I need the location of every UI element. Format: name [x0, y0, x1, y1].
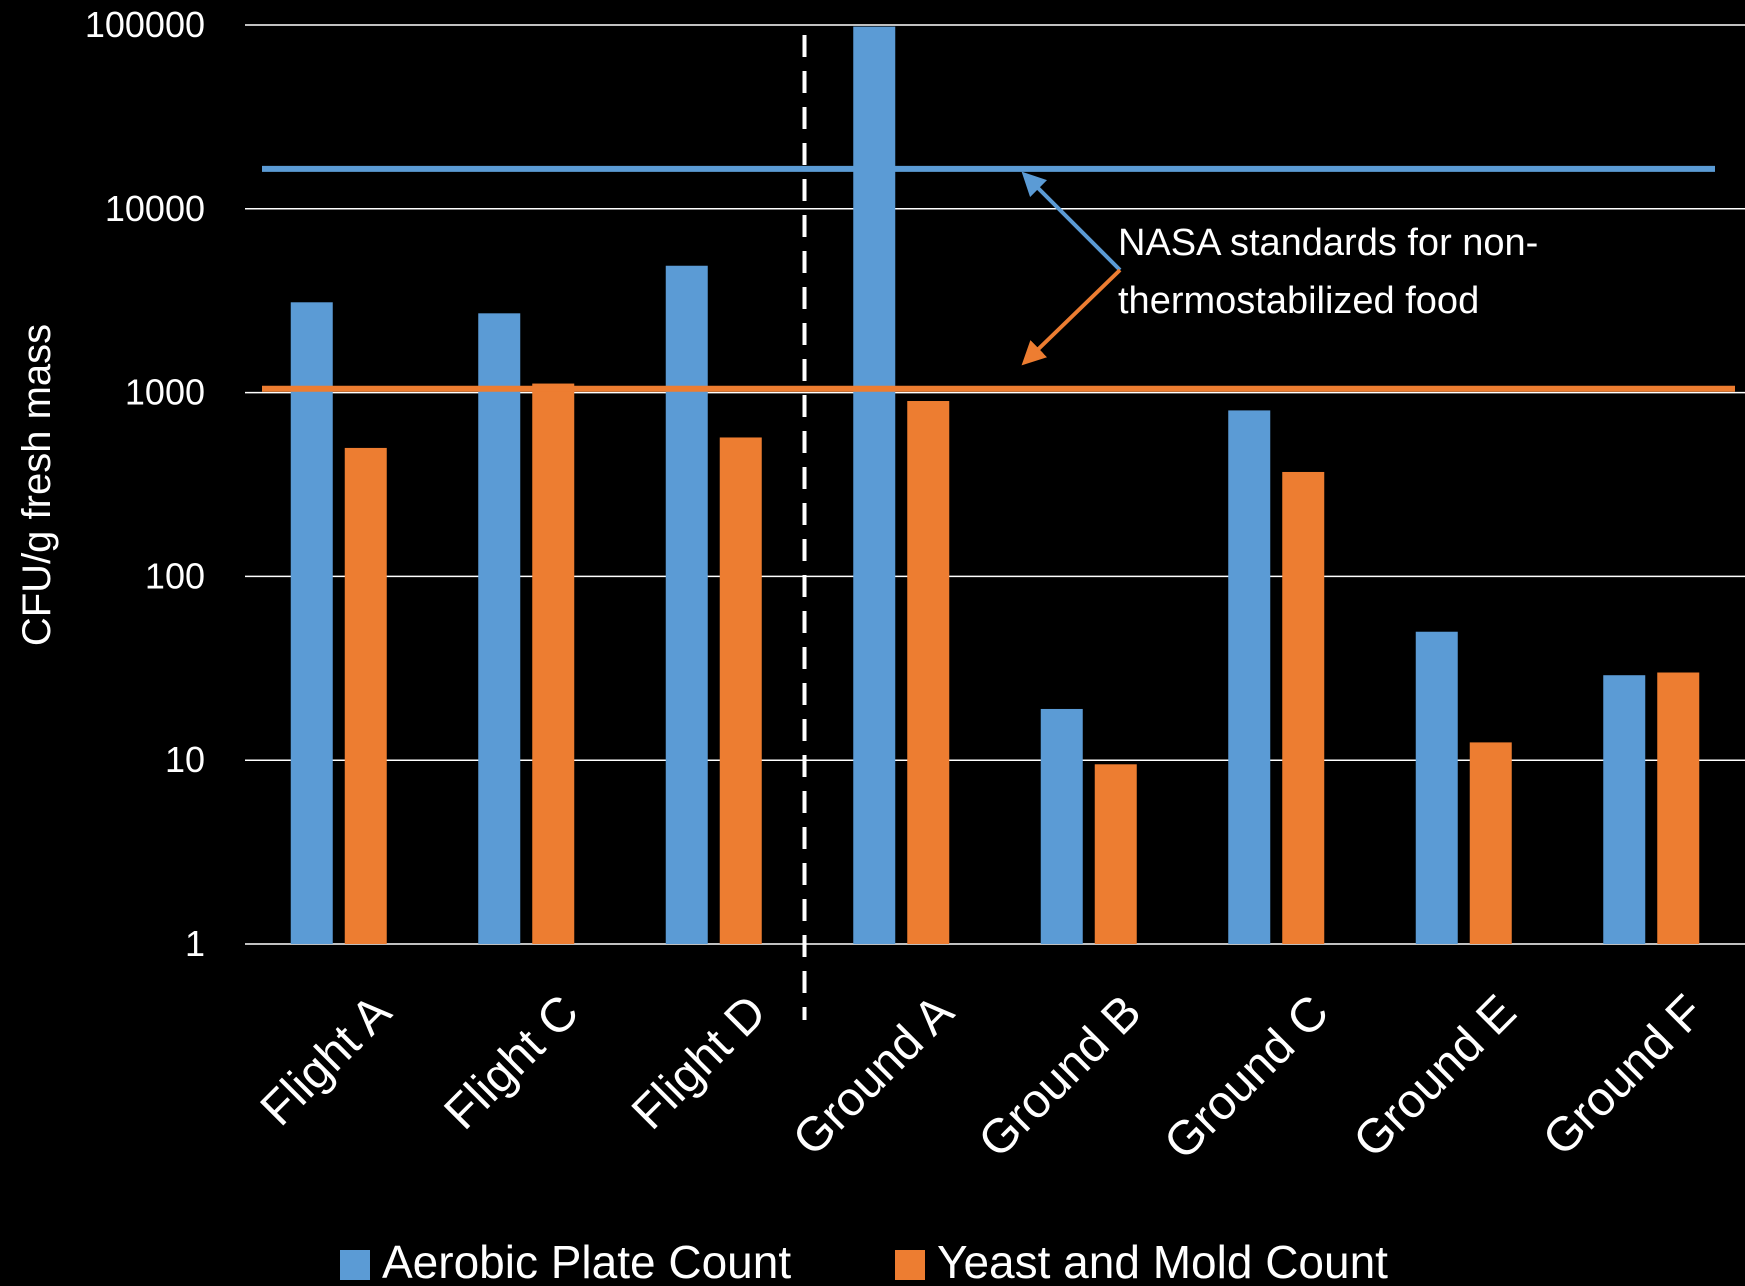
y-tick-label: 1000	[125, 372, 205, 413]
grid-lines	[245, 24, 1745, 945]
bar-aerobic	[1228, 410, 1271, 944]
bar-yeast-mold	[1469, 742, 1512, 944]
y-tick-label: 1	[185, 923, 205, 964]
bars	[290, 26, 1700, 945]
bar-aerobic	[1603, 675, 1646, 944]
x-axis-categories: Flight A Flight C Flight D Ground A Ground B…	[251, 985, 1714, 1170]
arrow-to-aerobic-standard	[1021, 171, 1122, 272]
bar-aerobic	[290, 302, 333, 944]
reference-lines	[262, 165, 1735, 392]
bar-yeast-mold	[344, 447, 387, 944]
bar-yeast-mold	[532, 383, 575, 945]
x-tick-label: Ground E	[1344, 985, 1527, 1168]
legend: Aerobic Plate Count Yeast and Mold Count	[340, 1236, 1388, 1286]
legend-swatch	[340, 1250, 370, 1280]
bar-yeast-mold	[1094, 764, 1137, 944]
x-tick-label: Flight A	[251, 985, 402, 1136]
x-tick-label: Ground A	[783, 985, 964, 1166]
bar-aerobic	[853, 26, 896, 944]
x-tick-label: Ground C	[1154, 985, 1339, 1170]
bar-aerobic	[478, 313, 521, 945]
bar-yeast-mold	[1657, 672, 1700, 944]
bar-aerobic	[1040, 708, 1083, 944]
bar-yeast-mold	[1282, 471, 1325, 944]
annotation: NASA standards for non-thermostabilized …	[1021, 171, 1538, 366]
y-tick-label: 100	[145, 555, 205, 596]
bar-aerobic	[1415, 631, 1458, 944]
legend-label: Aerobic Plate Count	[382, 1236, 791, 1286]
annotation-text: NASA standards for non-	[1118, 222, 1538, 264]
y-axis-ticks: 1 10 100 1000 10000 100000	[85, 4, 205, 964]
bar-yeast-mold	[719, 437, 762, 944]
arrow-to-yeast-standard	[1021, 268, 1122, 366]
annotation-text: thermostabilized food	[1118, 280, 1479, 322]
legend-label: Yeast and Mold Count	[937, 1236, 1388, 1286]
legend-swatch	[895, 1250, 925, 1280]
y-tick-label: 10000	[105, 188, 205, 229]
x-tick-label: Flight D	[622, 985, 776, 1139]
y-tick-label: 100000	[85, 4, 205, 45]
y-axis-title: CFU/g fresh mass	[15, 324, 59, 646]
y-tick-label: 10	[165, 739, 205, 780]
bar-yeast-mold	[907, 401, 950, 944]
x-tick-label: Flight C	[435, 985, 589, 1139]
x-tick-label: Ground B	[969, 985, 1152, 1168]
x-tick-label: Ground F	[1533, 985, 1714, 1166]
bar-aerobic	[665, 265, 708, 945]
